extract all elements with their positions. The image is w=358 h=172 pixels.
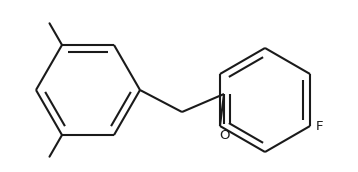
Text: F: F [316,120,324,132]
Text: O: O [219,129,229,142]
